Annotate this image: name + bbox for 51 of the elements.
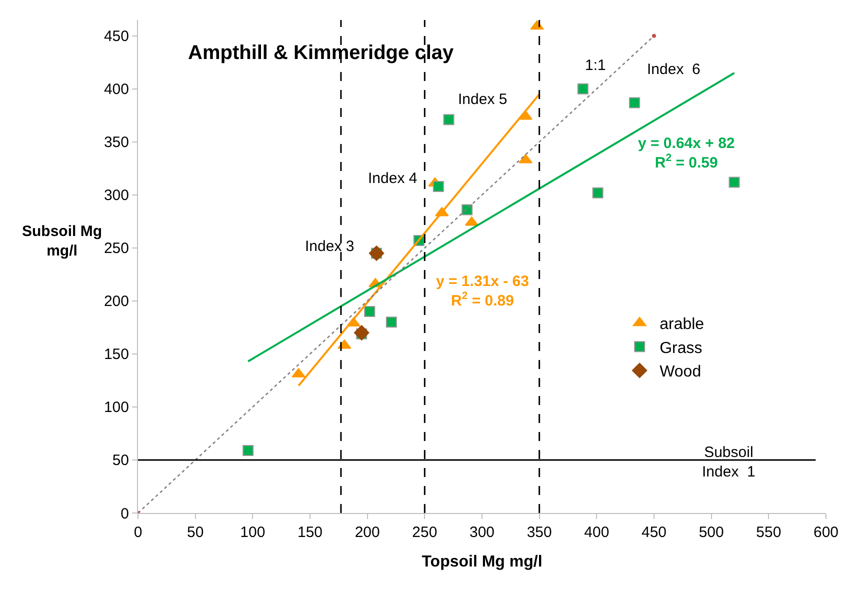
point: [354, 325, 370, 340]
point: [577, 83, 588, 94]
x-tick-label: 400: [584, 524, 610, 541]
point: [518, 154, 532, 164]
annotation: Index 6: [647, 61, 700, 78]
y-tick-label: 300: [104, 187, 129, 204]
point: [364, 306, 376, 318]
annotation: Index 3: [305, 238, 354, 255]
y-axis-title: Subsoil Mg mg/l: [22, 223, 102, 260]
annotation: Index 5: [458, 91, 508, 108]
y-tick-label: 150: [104, 346, 129, 364]
annotation: 1:1: [585, 57, 606, 74]
point: [432, 180, 444, 192]
x-tick-label: 600: [813, 524, 839, 541]
x-tick-label: 150: [297, 524, 323, 541]
y-tick-label: 250: [104, 240, 129, 258]
annotation: y = 1.31x - 63 R$^{2}$ = 0.89: [436, 273, 529, 310]
point: [462, 204, 473, 216]
point: [368, 246, 384, 261]
x-axis-title: Topsoil Mg mg/l: [422, 554, 542, 571]
point: [592, 187, 604, 198]
legend-label: arable: [660, 316, 704, 334]
legend-label: Wood: [660, 364, 702, 381]
x-tick-label: 450: [641, 524, 667, 541]
point: [530, 20, 544, 30]
y-tick-label: 100: [104, 399, 129, 416]
x-tick-label: 200: [354, 524, 380, 541]
x-tick-label: 50: [186, 524, 204, 541]
x-tick-label: 550: [756, 524, 782, 541]
x-tick-label: 250: [412, 524, 438, 541]
point: [443, 114, 454, 126]
y-tick-label: 0: [120, 505, 129, 522]
y-tick-label: 450: [104, 28, 129, 46]
x-tick-label: 350: [526, 524, 552, 541]
y-tick-label: 400: [104, 81, 129, 98]
point: [386, 316, 397, 328]
x-tick-label: 300: [469, 524, 495, 541]
y-tick-label: 350: [104, 134, 129, 152]
text: Ampthill & Kimmeridge clay: [188, 42, 454, 64]
y-tick-label: 200: [104, 293, 129, 310]
y-tick-label: 50: [112, 452, 129, 470]
point: [242, 444, 254, 456]
annotation: Index 4: [368, 170, 418, 187]
annotation: Subsoil Index 1: [702, 444, 756, 480]
x-tick-label: 500: [698, 524, 724, 541]
legend-label: Grass: [660, 340, 702, 357]
point: [728, 176, 740, 188]
annotation: y = 0.64x + 82 R$^{2}$ = 0.59: [638, 135, 735, 172]
x-tick-label: 0: [134, 524, 142, 541]
point: [629, 97, 640, 108]
x-tick-label: 100: [240, 524, 266, 541]
